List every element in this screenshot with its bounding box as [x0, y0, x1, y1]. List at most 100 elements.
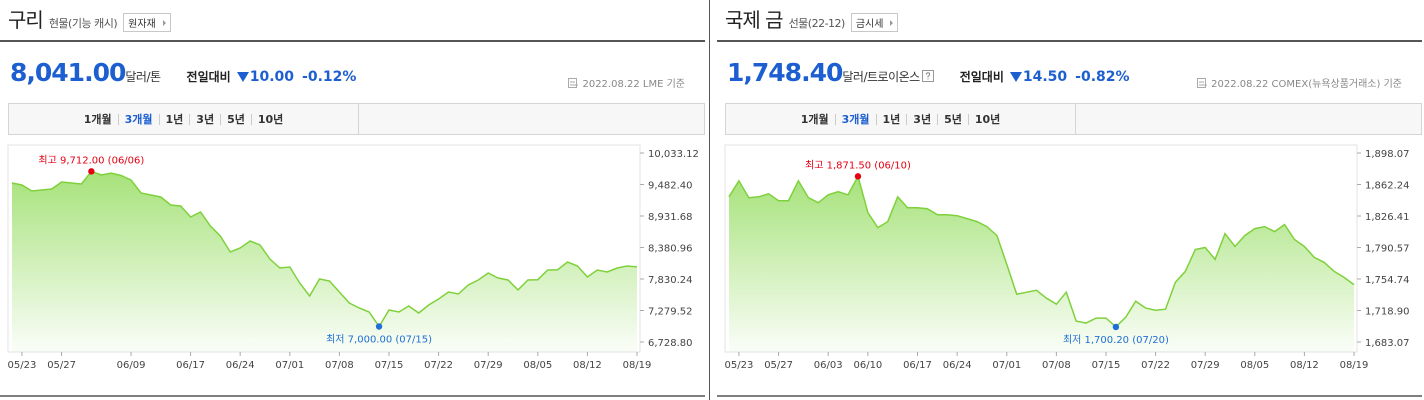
y-tick-label: 1,718.90 — [1365, 307, 1410, 318]
note-icon — [1197, 77, 1208, 88]
period-tab[interactable]: 1년 — [158, 113, 190, 125]
x-tick-label: 07/08 — [325, 360, 354, 371]
price: 8,041.00 — [10, 58, 126, 87]
y-tick-label: 8,380.96 — [648, 244, 693, 255]
change-label: 전일대비 — [186, 70, 231, 84]
period-tab[interactable]: 10년 — [250, 113, 289, 125]
subtitle: 선물(22-12) — [788, 17, 846, 30]
help-glyph — [925, 72, 930, 80]
period-tab[interactable]: 1년 — [875, 113, 907, 125]
high-marker — [88, 168, 95, 175]
copper-panel: 6,728.80 7,279.52 7,830.24 8,380.96 8,931.68… — [0, 0, 705, 400]
y-tick-label: 1,826.41 — [1365, 212, 1410, 223]
y-tick-label: 1,898.07 — [1365, 149, 1410, 160]
period-tab[interactable]: 10년 — [967, 113, 1006, 125]
high-label: 최고 9,712.00 (06/06) — [38, 154, 144, 166]
high-label: 최고 1,871.50 (06/10) — [805, 159, 911, 171]
x-tick-label: 08/19 — [1340, 360, 1369, 371]
x-tick-label: 07/29 — [1191, 360, 1220, 371]
x-tick-label: 06/17 — [903, 360, 932, 371]
gold-panel: 1,683.07 1,718.90 1,754.74 1,790.57 1,826.41… — [717, 0, 1422, 400]
period-tabs: 1개월 3개월 1년 3년 5년 10년 — [725, 103, 1422, 135]
x-tick-label: 07/22 — [424, 360, 453, 371]
help-glyph-path — [925, 72, 930, 80]
change-percent: -0.12% — [302, 69, 357, 85]
x-tick-label: 07/15 — [1092, 360, 1121, 371]
line — [11, 170, 638, 328]
x-tick-label: 07/01 — [992, 360, 1021, 371]
x-tick-label: 08/19 — [623, 360, 652, 371]
down-arrow-shape — [1009, 72, 1022, 82]
subtitle: 현물(기능 캐시) — [48, 17, 118, 30]
low-marker — [375, 323, 383, 330]
panel-divider — [709, 0, 710, 400]
date-note: 2022.08.22 LME 기준 — [568, 75, 685, 90]
help-icon[interactable] — [921, 70, 934, 82]
period-tab[interactable]: 1개월 — [83, 112, 112, 126]
date-note-text: 2022.08.22 COMEX(뉴욕상품거래소) 기준 — [1211, 79, 1402, 90]
x-tick-label: 06/24 — [943, 360, 972, 371]
note-icon-shape — [568, 77, 578, 88]
x-tick-label: 05/23 — [8, 360, 37, 371]
down-arrow — [236, 72, 249, 82]
x-tick-label: 08/05 — [1240, 360, 1269, 371]
x-tick-label: 08/05 — [523, 360, 552, 371]
area — [12, 171, 637, 352]
period-tab[interactable]: 3년 — [906, 113, 937, 125]
y-tick-label: 7,279.52 — [648, 307, 693, 318]
x-tick-label: 08/12 — [573, 360, 602, 371]
line — [728, 174, 1355, 328]
y-tick-label: 1,683.07 — [1365, 338, 1410, 349]
period-tabs: 1개월 3개월 1년 3년 5년 10년 — [8, 103, 705, 135]
x-tick-label: 06/24 — [226, 360, 255, 371]
x-tick-label: 06/03 — [814, 360, 843, 371]
date-note-text: 2022.08.22 LME 기준 — [582, 79, 685, 90]
period-tab[interactable]: 5년 — [937, 113, 968, 125]
x-tick-label: 05/23 — [725, 360, 754, 371]
date-note: 2022.08.22 COMEX(뉴욕상품거래소) 기준 — [1197, 75, 1402, 90]
x-tick-label: 06/10 — [853, 360, 882, 371]
header: 구리 현물(기능 캐시) 원자재 — [8, 4, 171, 33]
chart: 6,728.80 7,279.52 7,830.24 8,380.96 8,931.68… — [0, 144, 705, 397]
period-tab[interactable]: 3개월 — [117, 113, 159, 125]
x-tick-label: 05/27 — [764, 360, 793, 371]
chart: 1,683.07 1,718.90 1,754.74 1,790.57 1,826.41… — [717, 144, 1422, 397]
period-tab[interactable]: 5년 — [220, 113, 251, 125]
unit: 달러/톤 — [125, 70, 161, 84]
price: 1,748.40 — [727, 58, 843, 87]
y-tick-label: 1,790.57 — [1365, 244, 1410, 255]
period-group: 1개월 3개월 1년 3년 5년 10년 — [9, 104, 359, 134]
header: 국제 금 선물(22-12) 금시세 — [725, 4, 899, 33]
change: 10.00 — [249, 69, 295, 85]
change-percent: -0.82% — [1075, 69, 1130, 85]
x-tick-label: 07/29 — [474, 360, 503, 371]
y-tick-label: 7,830.24 — [648, 275, 693, 286]
period-tab[interactable]: 1개월 — [800, 112, 829, 126]
link-button[interactable]: 금시세 — [850, 13, 899, 32]
high-marker — [854, 173, 862, 180]
period-tab[interactable]: 3년 — [189, 113, 220, 125]
unit: 달러/트로이온스 — [842, 70, 920, 84]
y-tick-label: 10,033.12 — [648, 149, 699, 160]
x-tick-label: 06/17 — [176, 360, 205, 371]
title: 구리 — [8, 8, 44, 32]
title: 국제 금 — [725, 8, 784, 32]
header-rule — [717, 40, 1422, 42]
down-arrow-shape — [236, 72, 249, 82]
x-tick-label: 07/01 — [275, 360, 304, 371]
change: 14.50 — [1022, 69, 1068, 85]
header-rule — [0, 40, 705, 42]
change-label: 전일대비 — [959, 70, 1004, 84]
x-tick-label: 07/08 — [1042, 360, 1071, 371]
x-tick-label: 06/09 — [117, 360, 146, 371]
price-row: 8,041.00 달러/톤 전일대비 10.00 -0.12% — [10, 58, 356, 87]
down-arrow — [1009, 72, 1022, 82]
x-tick-label: 05/27 — [47, 360, 76, 371]
y-tick-label: 6,728.80 — [648, 338, 693, 349]
period-tab[interactable]: 3개월 — [834, 113, 876, 125]
note-icon-shape — [1197, 77, 1207, 88]
link-button[interactable]: 원자재 — [123, 13, 171, 32]
note-icon — [568, 77, 579, 88]
y-tick-label: 8,931.68 — [648, 212, 693, 223]
y-tick-label: 1,754.74 — [1365, 275, 1410, 286]
